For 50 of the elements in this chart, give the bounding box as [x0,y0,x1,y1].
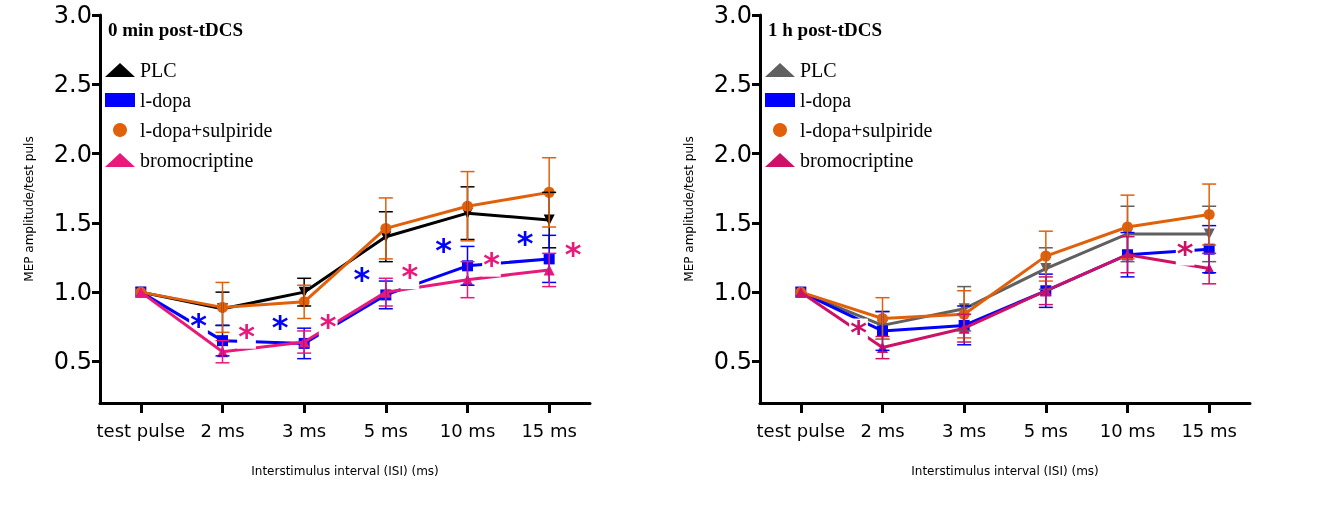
x-tick-label: test pulse [96,419,186,441]
data-label: * [238,316,256,355]
y-tick-label: 0.5 [53,347,92,376]
chart-title: 1 h post-tDCS [768,19,883,40]
data-label: * [850,312,868,351]
x-axis-title: Interstimulus interval (ISI) (ms) [251,464,439,478]
data-label: * [271,308,289,347]
y-tick-label: 2.0 [53,139,92,168]
y-tick-label: 1.5 [53,208,92,237]
x-tick-label: 5 ms [363,419,408,441]
x-tick-label: test pulse [756,419,846,441]
y-tick-label: 1.0 [713,278,752,307]
data-label: * [483,244,501,283]
y-axis-title: MEP amplitude/test puls [22,136,36,282]
x-tick-label: 15 ms [1181,419,1237,441]
y-tick-label: 1.5 [713,208,752,237]
data-label: * [516,223,534,262]
y-tick-label: 0.5 [713,347,752,376]
y-tick-label: 3.0 [53,1,92,29]
x-tick-label: 2 ms [860,419,905,441]
legend-label: l-dopa+sulpiride [140,119,273,142]
y-tick-label: 2.0 [713,139,752,168]
y-tick-label: 1.0 [53,278,92,307]
legend-label: l-dopa [140,89,192,112]
data-label: * [319,307,337,346]
data-label: * [564,234,582,273]
y-axis-title: MEP amplitude/test puls [682,136,696,282]
y-tick-label: 3.0 [713,1,752,29]
x-axis-title: Interstimulus interval (ISI) (ms) [911,464,1099,478]
x-tick-label: 15 ms [521,419,577,441]
legend-label: l-dopa [800,89,852,112]
y-tick-label: 2.5 [53,70,92,99]
data-label: * [190,305,208,344]
legend-label: l-dopa+sulpiride [800,119,933,142]
x-tick-label: 3 ms [282,419,327,441]
data-label: * [435,230,453,269]
y-tick-label: 2.5 [713,70,752,99]
data-label: * [401,257,419,296]
legend-label: bromocriptine [800,149,914,172]
x-tick-label: 10 ms [1099,419,1156,441]
x-tick-label: 2 ms [200,419,245,441]
x-tick-label: 3 ms [942,419,987,441]
legend-label: PLC [800,59,837,81]
data-label: * [1176,233,1194,272]
data-label: * [353,259,371,298]
x-tick-label: 5 ms [1023,419,1068,441]
x-tick-label: 10 ms [439,419,496,441]
legend-label: bromocriptine [140,149,254,172]
legend-label: PLC [140,59,177,81]
chart-title: 0 min post-tDCS [108,19,244,40]
